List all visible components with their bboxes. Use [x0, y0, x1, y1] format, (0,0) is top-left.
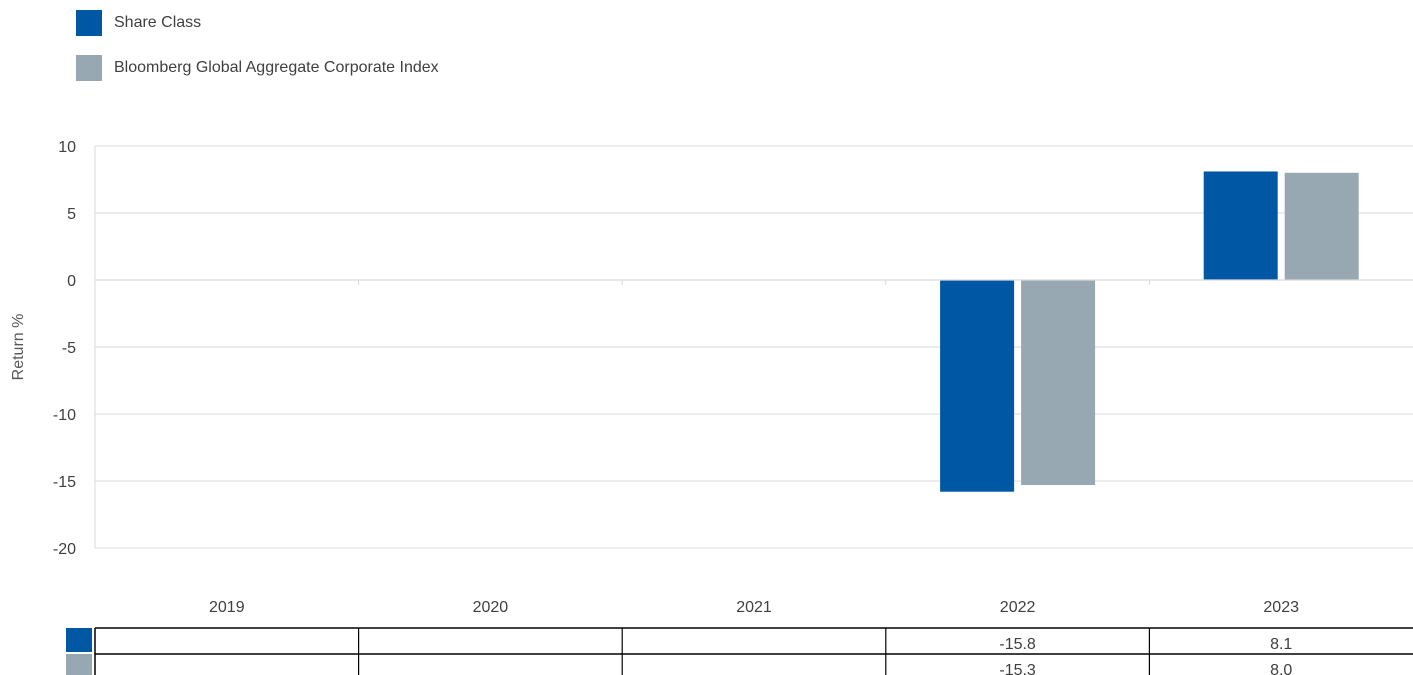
legend-item-benchmark: Bloomberg Global Aggregate Corporate Ind… [76, 55, 439, 81]
legend-item-share-class: Share Class [76, 10, 439, 36]
y-tick-label: -20 [53, 541, 76, 558]
bar-benchmark [1021, 280, 1096, 486]
bar-benchmark [1284, 172, 1359, 280]
y-tick-label: -5 [62, 340, 76, 357]
y-tick-label: -15 [53, 474, 76, 491]
y-axis-title: Return % [10, 314, 27, 381]
x-tick-label: 2023 [1263, 599, 1299, 616]
table-cell: 8.0 [1270, 662, 1292, 675]
bar-share-class [940, 280, 1015, 492]
table-key-benchmark [66, 654, 92, 675]
legend-swatch-share-class [76, 10, 102, 36]
y-tick-label: 0 [67, 273, 76, 290]
table-cell: 8.1 [1270, 636, 1292, 653]
legend-swatch-benchmark [76, 55, 102, 81]
y-tick-label: -10 [53, 407, 76, 424]
x-tick-label: 2020 [473, 599, 509, 616]
table-cell: -15.3 [999, 662, 1036, 675]
x-tick-label: 2022 [1000, 599, 1036, 616]
table-key-share-class [66, 628, 92, 652]
y-tick-label: 10 [58, 139, 76, 156]
legend-label: Bloomberg Global Aggregate Corporate Ind… [114, 59, 439, 76]
table-cell: -15.8 [999, 636, 1036, 653]
chart-legend: Share Class Bloomberg Global Aggregate C… [76, 10, 439, 100]
bar-share-class [1203, 171, 1278, 280]
y-tick-label: 5 [67, 206, 76, 223]
x-tick-label: 2021 [736, 599, 772, 616]
x-tick-label: 2019 [209, 599, 245, 616]
legend-label: Share Class [114, 14, 202, 31]
